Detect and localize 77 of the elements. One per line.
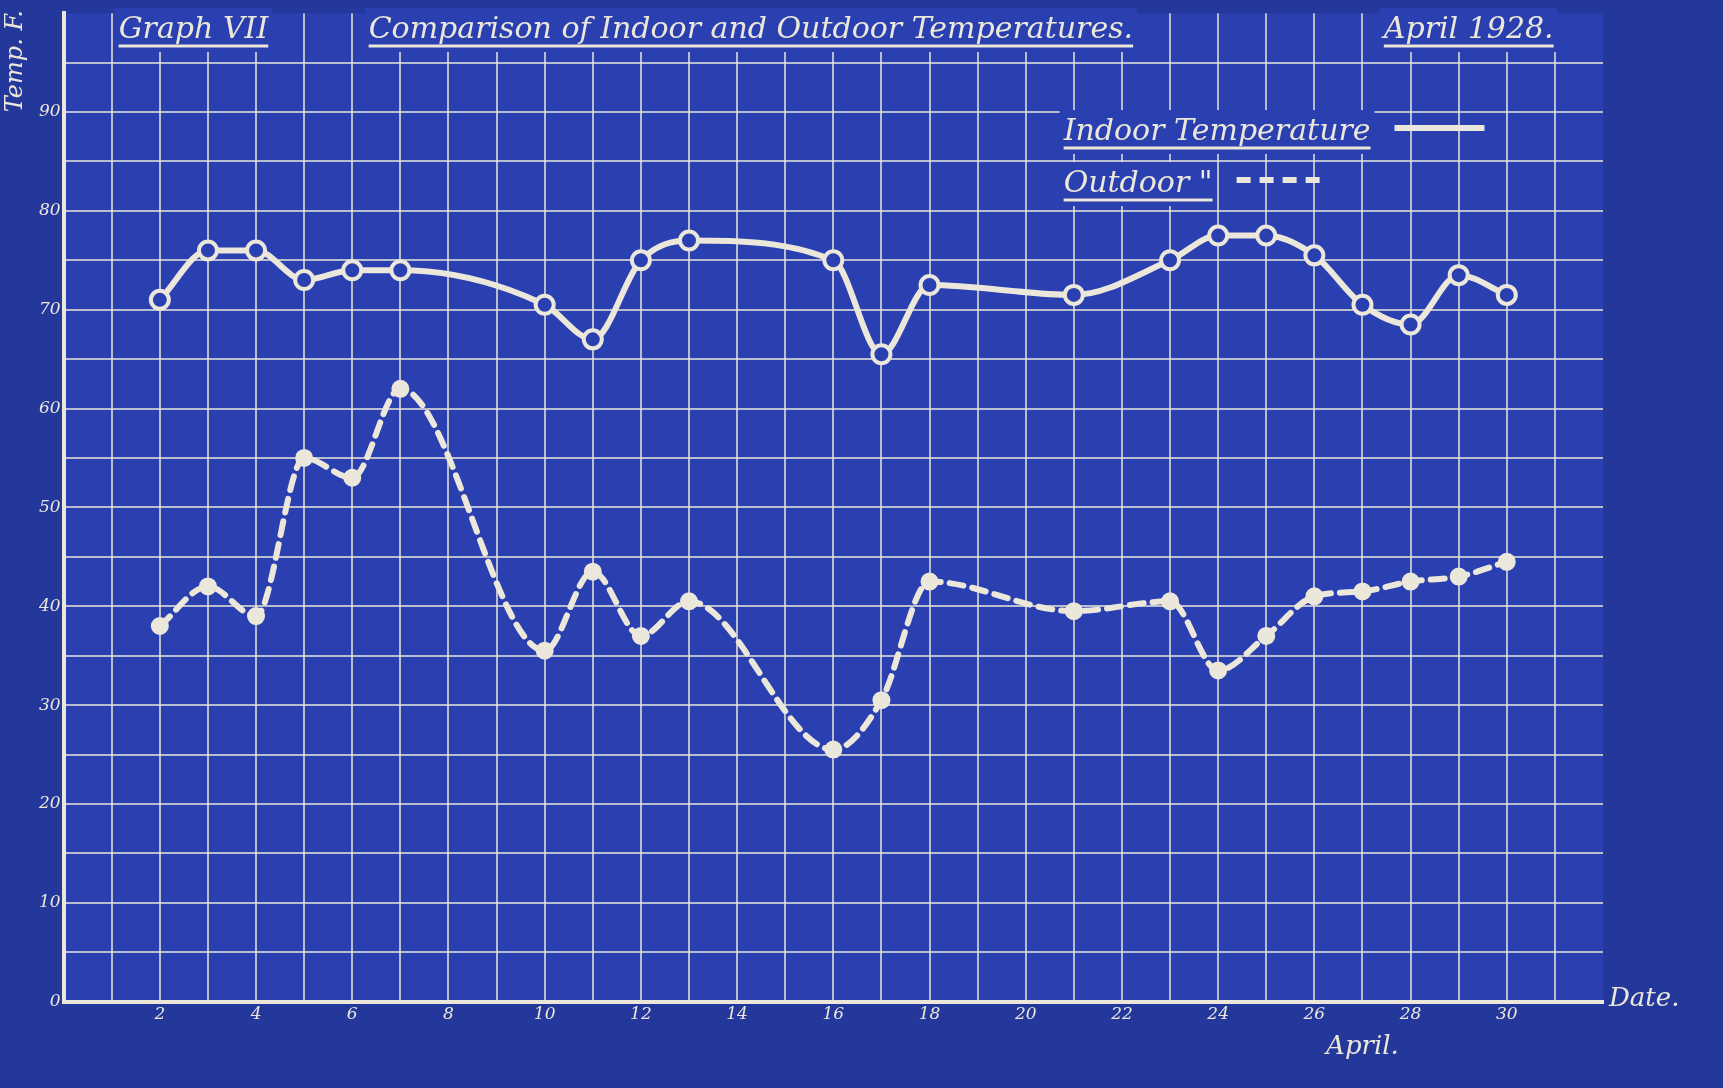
x-tick-label: 30	[1495, 1003, 1518, 1024]
y-tick-label: 0	[49, 990, 61, 1011]
point	[389, 259, 412, 282]
point	[1495, 283, 1518, 306]
point	[1064, 602, 1083, 621]
point	[918, 274, 941, 297]
y-axis-title: Temp. F.	[0, 10, 29, 113]
point	[631, 626, 650, 645]
x-tick-label: 24	[1206, 1003, 1229, 1024]
point	[870, 343, 893, 366]
point	[1209, 661, 1228, 680]
y-tick-label: 90	[38, 100, 61, 121]
x-tick-label: 4	[249, 1003, 262, 1024]
point	[341, 259, 364, 282]
x-tick-label: 8	[443, 1003, 455, 1024]
y-tick-label: 30	[38, 693, 61, 714]
chart-title: Comparison of Indoor and Outdoor Temperatures.	[368, 10, 1134, 45]
point	[822, 249, 845, 272]
x-axis-title: Date.	[1608, 981, 1680, 1012]
x-tick-label: 26	[1302, 1003, 1326, 1024]
point	[583, 562, 602, 581]
point	[533, 293, 556, 316]
point	[1399, 313, 1422, 336]
x-tick-label: 6	[346, 1003, 358, 1024]
y-tick-label: 70	[38, 298, 61, 319]
text: April.	[1324, 1029, 1399, 1060]
point	[1497, 552, 1516, 571]
point	[1351, 293, 1374, 316]
point	[1303, 244, 1326, 267]
y-tick-label: 80	[38, 199, 61, 220]
point	[196, 239, 219, 262]
x-tick-label: 10	[533, 1003, 556, 1024]
x-tick-label: 18	[918, 1003, 941, 1024]
x-tick-label: 22	[1110, 1003, 1133, 1024]
x-tick-label: 28	[1398, 1003, 1422, 1024]
point	[680, 592, 698, 611]
legend-label: Indoor Temperature	[1062, 112, 1371, 147]
x-tick-label: 14	[726, 1003, 748, 1024]
point	[198, 577, 217, 596]
point	[1159, 249, 1182, 272]
y-tick-label: 60	[38, 396, 61, 417]
y-tick-label: 10	[38, 891, 61, 912]
point	[920, 572, 939, 591]
annotation: Graph VII	[118, 10, 270, 45]
y-tick-label: 20	[37, 792, 61, 813]
x-tick-label: 2	[153, 1003, 166, 1024]
point	[581, 328, 604, 351]
point	[148, 288, 171, 311]
point	[1062, 283, 1085, 306]
point	[1353, 582, 1372, 601]
point	[535, 641, 554, 660]
point	[1305, 587, 1324, 606]
point	[343, 468, 362, 487]
y-tick-label: 50	[38, 495, 61, 516]
x-tick-label: 12	[630, 1003, 652, 1024]
point	[293, 269, 316, 292]
point	[245, 239, 268, 262]
point	[872, 691, 891, 710]
point	[1207, 224, 1230, 247]
point	[295, 448, 314, 467]
point	[391, 379, 410, 398]
point	[1401, 572, 1420, 591]
x-tick-label: 16	[822, 1003, 845, 1024]
point	[150, 617, 169, 636]
point	[1449, 567, 1468, 586]
point	[629, 249, 652, 272]
chart-subtitle: April 1928.	[1380, 10, 1554, 45]
legend-label: Outdoor "	[1063, 164, 1213, 199]
point	[678, 229, 700, 252]
point	[1257, 626, 1276, 645]
point	[247, 607, 266, 626]
point	[1255, 224, 1278, 247]
y-tick-label: 40	[37, 594, 61, 615]
x-tick-label: 20	[1013, 1003, 1037, 1024]
point	[824, 740, 843, 759]
point	[1447, 264, 1470, 287]
point	[1161, 592, 1180, 611]
